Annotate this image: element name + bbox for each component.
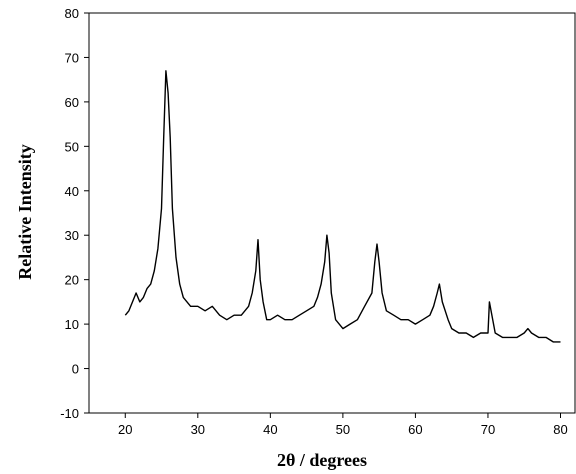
y-tick-label: 60 [65, 95, 79, 110]
y-axis-title: Relative Intensity [15, 144, 35, 279]
y-tick-label: 40 [65, 184, 79, 199]
y-tick-label: 0 [72, 362, 79, 377]
plot-area [88, 12, 576, 414]
y-tick-label: 70 [65, 50, 79, 65]
x-axis-title: 2θ / degrees [277, 450, 367, 470]
x-tick-label: 60 [408, 422, 422, 437]
y-tick-label: 20 [65, 273, 79, 288]
y-tick-label: -10 [60, 406, 79, 421]
y-tick-label: 10 [65, 317, 79, 332]
x-tick-label: 40 [263, 422, 277, 437]
x-axis: 20 30 40 50 60 70 80 [118, 413, 568, 437]
y-tick-label: 30 [65, 228, 79, 243]
x-tick-label: 80 [553, 422, 567, 437]
data-series-line [124, 70, 561, 343]
x-tick-label: 30 [191, 422, 205, 437]
x-tick-label: 50 [336, 422, 350, 437]
plot-frame [88, 12, 576, 414]
y-tick-label: 80 [65, 6, 79, 21]
x-tick-label: 70 [481, 422, 495, 437]
y-axis: -10 0 10 20 30 40 50 60 70 80 [60, 6, 89, 421]
x-tick-label: 20 [118, 422, 132, 437]
y-tick-label: 50 [65, 139, 79, 154]
